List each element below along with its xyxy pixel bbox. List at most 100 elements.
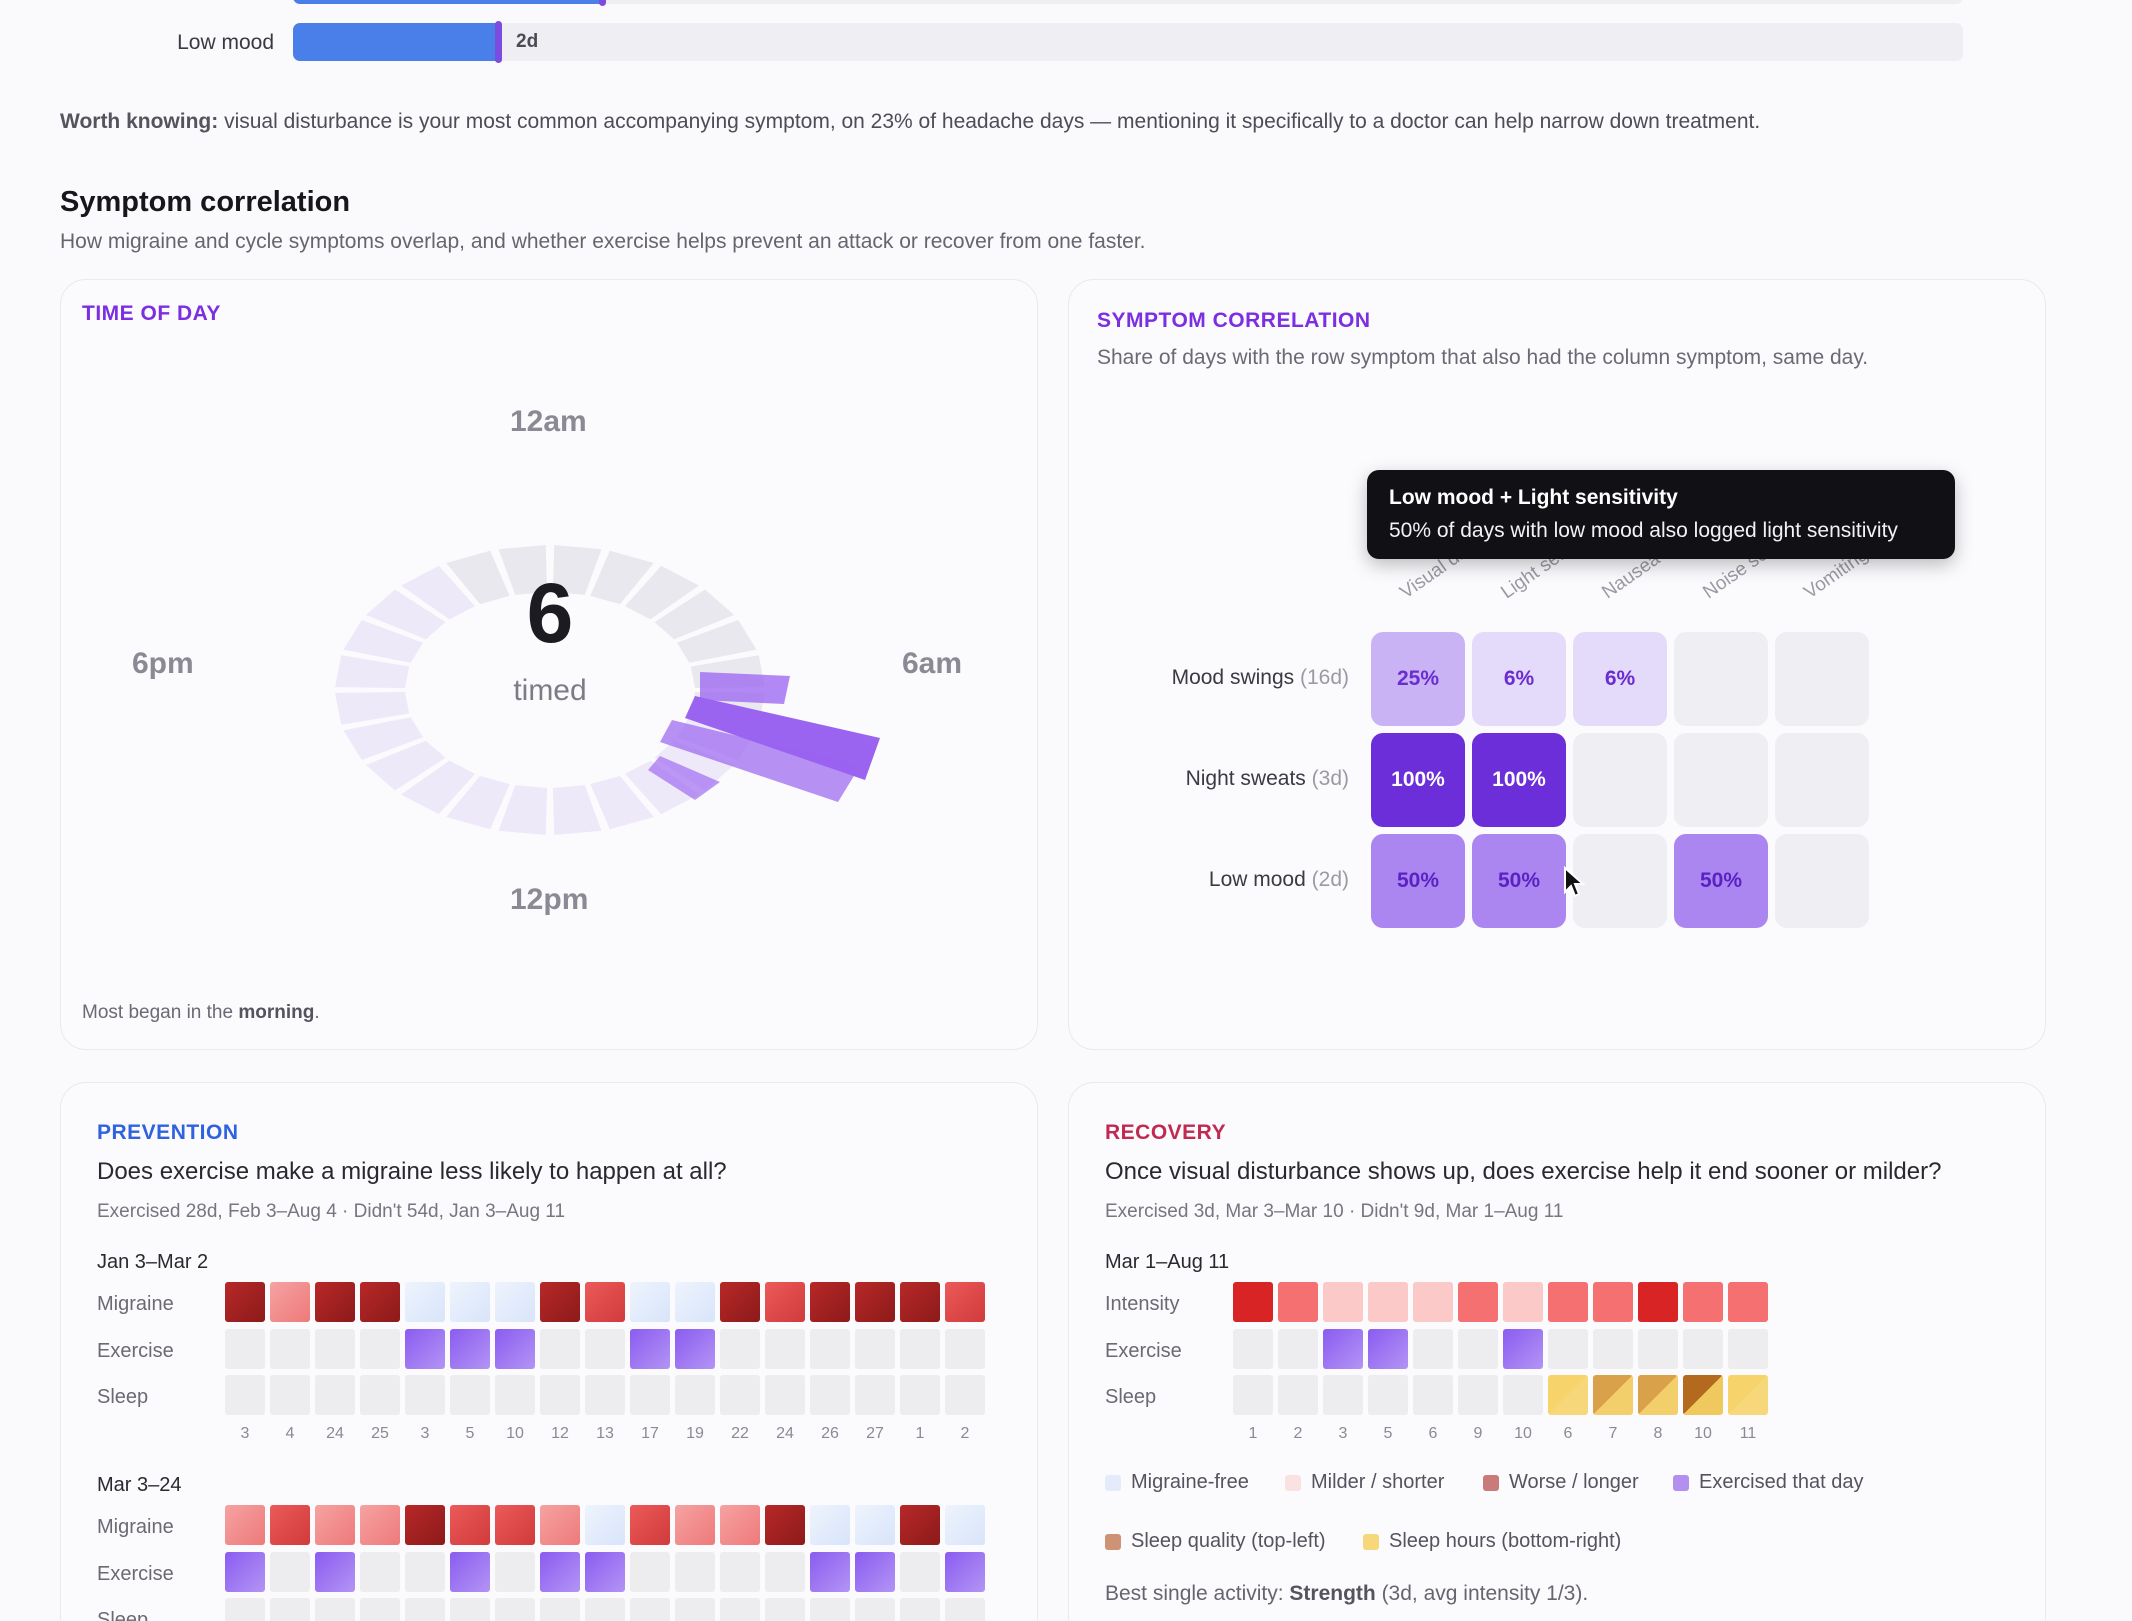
intensity-day[interactable] <box>1638 1282 1678 1322</box>
sleep-day[interactable] <box>1278 1375 1318 1415</box>
sleep-day[interactable] <box>1683 1375 1723 1415</box>
correlation-cell[interactable] <box>1573 733 1667 827</box>
migraine-day[interactable] <box>270 1282 310 1322</box>
correlation-cell[interactable]: 6% <box>1472 632 1566 726</box>
exercise-day[interactable] <box>1728 1329 1768 1369</box>
sleep-day[interactable] <box>855 1598 895 1621</box>
sleep-day[interactable] <box>1593 1375 1633 1415</box>
sleep-day[interactable] <box>1548 1375 1588 1415</box>
exercise-day[interactable] <box>405 1329 445 1369</box>
intensity-day[interactable] <box>1413 1282 1453 1322</box>
sleep-day[interactable] <box>315 1598 355 1621</box>
sleep-day[interactable] <box>225 1375 265 1415</box>
sleep-day[interactable] <box>630 1375 670 1415</box>
sleep-day[interactable] <box>405 1598 445 1621</box>
sleep-day[interactable] <box>945 1598 985 1621</box>
sleep-day[interactable] <box>675 1598 715 1621</box>
migraine-day[interactable] <box>405 1505 445 1545</box>
migraine-day[interactable] <box>720 1505 760 1545</box>
migraine-day[interactable] <box>765 1505 805 1545</box>
exercise-day[interactable] <box>360 1329 400 1369</box>
migraine-day[interactable] <box>540 1282 580 1322</box>
migraine-day[interactable] <box>630 1282 670 1322</box>
exercise-day[interactable] <box>585 1329 625 1369</box>
migraine-day[interactable] <box>630 1505 670 1545</box>
intensity-day[interactable] <box>1683 1282 1723 1322</box>
exercise-day[interactable] <box>720 1329 760 1369</box>
intensity-day[interactable] <box>1278 1282 1318 1322</box>
migraine-day[interactable] <box>405 1282 445 1322</box>
exercise-day[interactable] <box>945 1329 985 1369</box>
migraine-day[interactable] <box>675 1505 715 1545</box>
sleep-day[interactable] <box>1728 1375 1768 1415</box>
migraine-day[interactable] <box>315 1505 355 1545</box>
sleep-day[interactable] <box>720 1598 760 1621</box>
migraine-day[interactable] <box>495 1505 535 1545</box>
migraine-day[interactable] <box>450 1505 490 1545</box>
exercise-day[interactable] <box>855 1329 895 1369</box>
exercise-day[interactable] <box>1368 1329 1408 1369</box>
exercise-day[interactable] <box>765 1329 805 1369</box>
exercise-day[interactable] <box>585 1552 625 1592</box>
migraine-day[interactable] <box>585 1505 625 1545</box>
correlation-cell[interactable] <box>1674 733 1768 827</box>
sleep-day[interactable] <box>1458 1375 1498 1415</box>
exercise-day[interactable] <box>270 1329 310 1369</box>
intensity-day[interactable] <box>1233 1282 1273 1322</box>
exercise-day[interactable] <box>900 1329 940 1369</box>
exercise-day[interactable] <box>630 1329 670 1369</box>
sleep-day[interactable] <box>1233 1375 1273 1415</box>
exercise-day[interactable] <box>495 1329 535 1369</box>
sleep-day[interactable] <box>495 1598 535 1621</box>
sleep-day[interactable] <box>1368 1375 1408 1415</box>
correlation-cell[interactable]: 50% <box>1674 834 1768 928</box>
sleep-day[interactable] <box>360 1598 400 1621</box>
exercise-day[interactable] <box>1413 1329 1453 1369</box>
sleep-day[interactable] <box>945 1375 985 1415</box>
migraine-day[interactable] <box>585 1282 625 1322</box>
exercise-day[interactable] <box>1683 1329 1723 1369</box>
exercise-day[interactable] <box>945 1552 985 1592</box>
exercise-day[interactable] <box>855 1552 895 1592</box>
exercise-day[interactable] <box>540 1552 580 1592</box>
migraine-day[interactable] <box>810 1505 850 1545</box>
migraine-day[interactable] <box>810 1282 850 1322</box>
migraine-day[interactable] <box>945 1282 985 1322</box>
correlation-cell[interactable] <box>1674 632 1768 726</box>
exercise-day[interactable] <box>1458 1329 1498 1369</box>
exercise-day[interactable] <box>675 1329 715 1369</box>
sleep-day[interactable] <box>540 1375 580 1415</box>
exercise-day[interactable] <box>1233 1329 1273 1369</box>
migraine-day[interactable] <box>900 1282 940 1322</box>
correlation-cell[interactable]: 50% <box>1472 834 1566 928</box>
sleep-day[interactable] <box>585 1375 625 1415</box>
exercise-day[interactable] <box>630 1552 670 1592</box>
migraine-day[interactable] <box>855 1282 895 1322</box>
correlation-cell[interactable] <box>1573 834 1667 928</box>
sleep-day[interactable] <box>855 1375 895 1415</box>
migraine-day[interactable] <box>855 1505 895 1545</box>
migraine-day[interactable] <box>675 1282 715 1322</box>
migraine-day[interactable] <box>540 1505 580 1545</box>
exercise-day[interactable] <box>1503 1329 1543 1369</box>
sleep-day[interactable] <box>720 1375 760 1415</box>
exercise-day[interactable] <box>450 1329 490 1369</box>
migraine-day[interactable] <box>315 1282 355 1322</box>
correlation-cell[interactable] <box>1775 733 1869 827</box>
intensity-day[interactable] <box>1368 1282 1408 1322</box>
sleep-day[interactable] <box>270 1598 310 1621</box>
exercise-day[interactable] <box>810 1329 850 1369</box>
migraine-day[interactable] <box>225 1505 265 1545</box>
exercise-day[interactable] <box>315 1552 355 1592</box>
sleep-day[interactable] <box>315 1375 355 1415</box>
exercise-day[interactable] <box>315 1329 355 1369</box>
intensity-day[interactable] <box>1503 1282 1543 1322</box>
sleep-day[interactable] <box>765 1598 805 1621</box>
sleep-day[interactable] <box>810 1598 850 1621</box>
sleep-day[interactable] <box>405 1375 445 1415</box>
sleep-day[interactable] <box>900 1598 940 1621</box>
exercise-day[interactable] <box>765 1552 805 1592</box>
intensity-day[interactable] <box>1728 1282 1768 1322</box>
migraine-day[interactable] <box>900 1505 940 1545</box>
migraine-day[interactable] <box>360 1282 400 1322</box>
